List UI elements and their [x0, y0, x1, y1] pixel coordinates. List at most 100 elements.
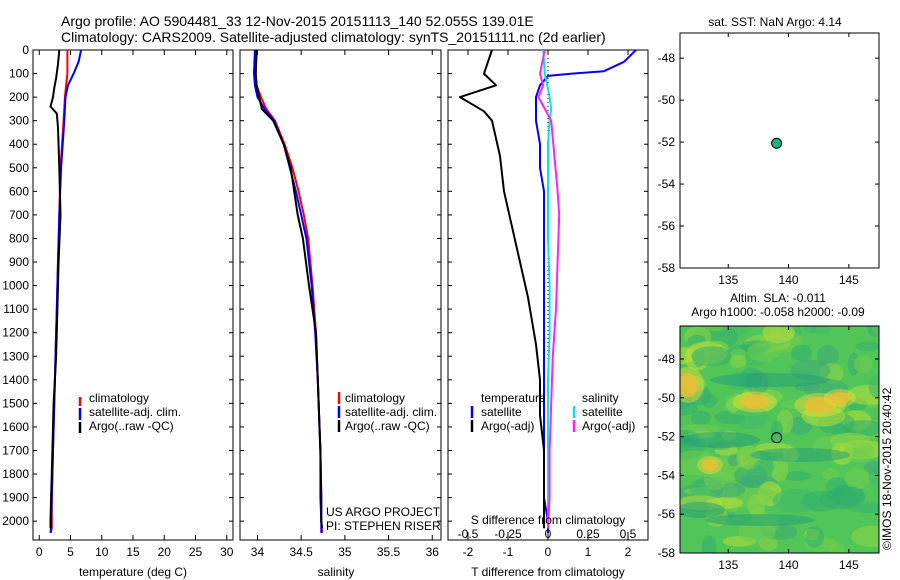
legend-label-temp-argo: Argo(-adj)	[481, 419, 534, 433]
sla-texture-blob	[805, 526, 824, 548]
series-line-argo-raw-qc-	[254, 49, 324, 529]
legend-label-argo: Argo(..raw -QC)	[345, 419, 430, 433]
x-tick-label: 10	[95, 545, 109, 559]
y-tick-label: -54	[658, 468, 676, 482]
sla-cool-band	[710, 373, 830, 387]
sla-texture-blob	[691, 346, 733, 367]
y-tick-label: -56	[658, 219, 676, 233]
sla-texture-blob	[817, 345, 839, 367]
y-tick-label: 1900	[2, 491, 29, 505]
pi-annotation: PI: STEPHEN RISER	[326, 519, 441, 533]
sla-warm-halo	[697, 456, 723, 474]
y-tick-label: 1200	[2, 326, 29, 340]
sla-map-title: Altim. SLA: -0.011	[730, 291, 826, 305]
y-tick-label: 1700	[2, 443, 29, 457]
sla-texture-blob	[803, 326, 817, 334]
legend-label-climatology: climatology	[89, 391, 149, 405]
y-tick-label: 200	[9, 90, 29, 104]
sla-warm-anomaly	[804, 397, 836, 413]
difference-legend: temperature satellite Argo(-adj) salinit…	[470, 391, 635, 433]
series-line-argo-raw-qc-	[49, 49, 62, 529]
salinity-x-axis-label: salinity	[318, 565, 355, 579]
x-tick-label: 25	[189, 545, 203, 559]
sst-map-markers	[771, 137, 783, 149]
y-tick-label: -52	[658, 135, 676, 149]
sla-texture-blob	[864, 461, 879, 474]
y-tick-label: 1100	[3, 302, 29, 316]
sla-texture-blob	[733, 405, 769, 430]
temperature-axis-ticks: 0 5 10 15 20 25 300100200300400500600700800900…	[2, 43, 233, 559]
y-tick-label: 800	[9, 231, 29, 245]
y-tick-label: 1800	[2, 467, 29, 481]
salinity-profile-panel: 34 34.5 35 35.5 36 climatology satellite-adj…	[239, 49, 442, 579]
y-tick-label: 100	[9, 67, 29, 81]
x-tick-label: 1	[585, 545, 592, 559]
sla-texture-blob	[844, 467, 870, 490]
series-line-satellite-adj-clim-	[49, 49, 83, 534]
legend-label-temp-satellite: satellite	[481, 405, 522, 419]
x-tick-label: 35	[338, 545, 352, 559]
difference-profile-panel: -2 -1 0 1 2 -0.5 -0.25 0 0.25 0.5 temperature sat…	[447, 49, 649, 579]
legend-label-argo: Argo(..raw -QC)	[89, 419, 174, 433]
x-tick-label: 35.5	[377, 545, 401, 559]
x-tick-label: 5	[67, 545, 74, 559]
x-tick-label: 135	[718, 558, 738, 572]
sla-texture-blob	[771, 457, 789, 482]
s-axis-tick-label: -0.25	[494, 527, 522, 541]
salinity-axis-ticks: 34 34.5 35 35.5 36	[240, 49, 441, 559]
x-tick-label: 15	[126, 545, 140, 559]
s-axis-tick-label: 0.5	[620, 527, 637, 541]
y-tick-label: 600	[9, 184, 29, 198]
sla-cool-band	[750, 448, 850, 462]
sst-location-map: sat. SST: NaN Argo: 4.14 135 140 145 -48 -50…	[658, 15, 880, 287]
legend-label-sal-argo: Argo(-adj)	[582, 419, 635, 433]
salinity-legend: climatology satellite-adj. clim. Argo(..…	[337, 391, 437, 433]
sla-warm-halo	[824, 389, 856, 407]
sla-texture-blob	[781, 471, 812, 481]
y-tick-label: 0	[22, 43, 29, 57]
x-tick-label: 0	[36, 545, 43, 559]
x-tick-label: -1	[503, 545, 514, 559]
legend-title-temperature: temperature	[481, 391, 546, 405]
sla-heatmap-field	[680, 326, 879, 553]
y-tick-label: -58	[658, 546, 676, 560]
sla-warm-halo	[680, 367, 704, 403]
float-position-marker	[771, 137, 783, 149]
sla-cool-band	[680, 432, 760, 448]
s-axis-tick-label: 0	[545, 527, 552, 541]
s-axis-tick-label: -0.5	[458, 527, 479, 541]
x-tick-label: 20	[158, 545, 172, 559]
y-tick-label: -48	[658, 51, 676, 65]
temperature-series	[49, 49, 83, 534]
sst-map-frame	[679, 32, 880, 269]
y-tick-label: 1500	[2, 396, 29, 410]
x-tick-label: 2	[625, 545, 632, 559]
y-tick-label: 400	[9, 137, 29, 151]
y-tick-label: 1300	[2, 349, 29, 363]
y-tick-label: -54	[658, 177, 676, 191]
sst-map-title: sat. SST: NaN Argo: 4.14	[708, 15, 842, 29]
x-tick-label: 34	[251, 545, 265, 559]
sla-texture-blob	[867, 326, 879, 337]
sla-texture-blob	[801, 491, 841, 512]
sla-texture-blob	[690, 410, 711, 426]
sst-map-axis-ticks: 135 140 145 -48 -50 -52 -54 -56 -58	[658, 33, 879, 287]
sla-texture-blob	[695, 326, 730, 331]
float-position-marker	[771, 432, 783, 444]
y-tick-label: -48	[658, 352, 676, 366]
sla-texture-blob	[701, 535, 717, 553]
sla-texture-blob	[853, 355, 873, 373]
x-tick-label: 36	[426, 545, 440, 559]
y-tick-label: 700	[9, 208, 29, 222]
sla-texture-blob	[770, 420, 784, 440]
difference-axis-ticks: -2 -1 0 1 2 -0.5 -0.25 0 0.25 0.5	[448, 49, 648, 559]
temperature-profile-panel: 0 5 10 15 20 25 300100200300400500600700800900…	[2, 43, 233, 579]
salinity-series	[253, 49, 324, 533]
x-tick-label: 30	[220, 545, 234, 559]
t-difference-axis-label: T difference from climatology	[471, 565, 625, 579]
x-tick-label: 140	[779, 558, 799, 572]
x-tick-label: -2	[463, 545, 474, 559]
sla-texture-blob	[753, 459, 775, 476]
series-line-temperature-argo-adj-	[459, 49, 545, 529]
x-tick-label: 0	[545, 545, 552, 559]
